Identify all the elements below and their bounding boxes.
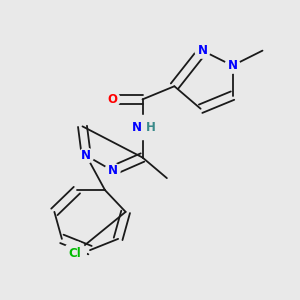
Text: N: N xyxy=(197,44,208,57)
Text: Cl: Cl xyxy=(69,247,81,260)
Circle shape xyxy=(104,162,121,179)
Circle shape xyxy=(130,115,155,140)
Circle shape xyxy=(78,147,94,164)
Text: O: O xyxy=(107,93,118,106)
Text: H: H xyxy=(146,121,156,134)
Circle shape xyxy=(104,91,121,108)
Circle shape xyxy=(63,241,87,265)
Text: N: N xyxy=(227,59,238,72)
Text: N: N xyxy=(132,121,142,134)
Circle shape xyxy=(194,42,211,59)
Circle shape xyxy=(224,57,241,74)
Text: N: N xyxy=(81,149,91,162)
Text: N: N xyxy=(107,164,118,177)
